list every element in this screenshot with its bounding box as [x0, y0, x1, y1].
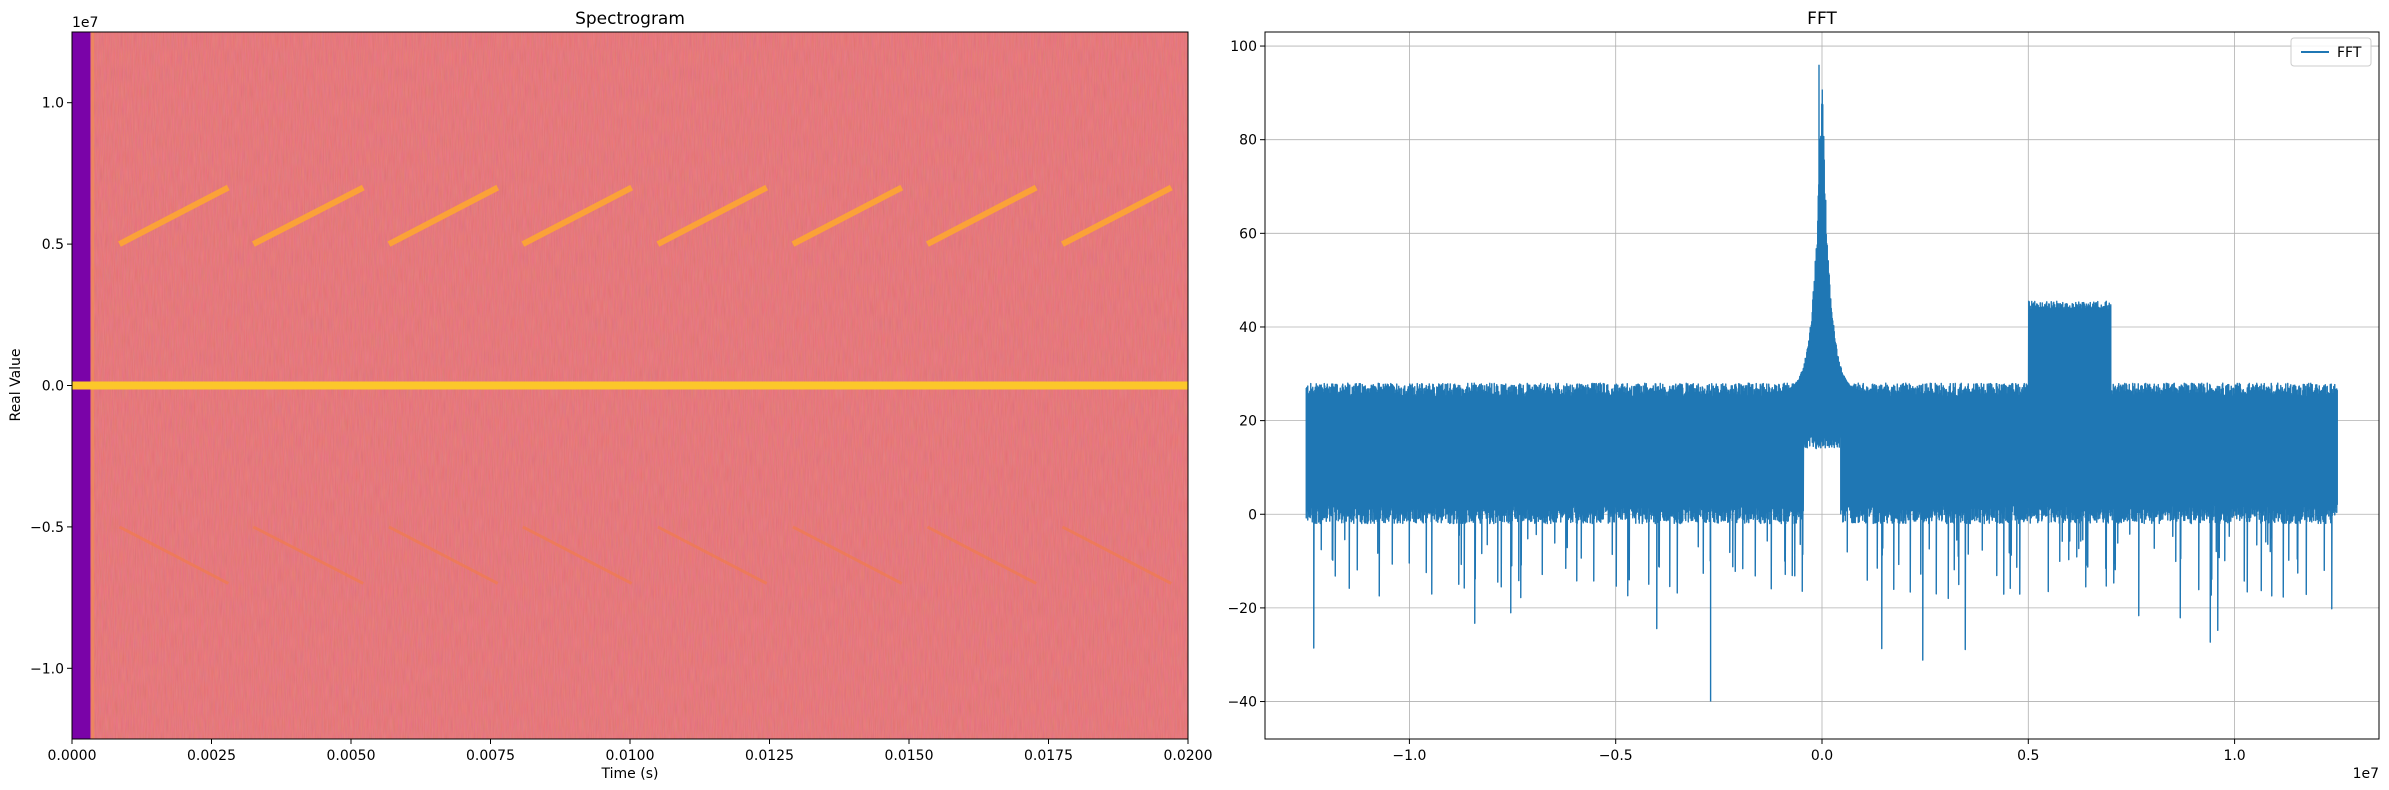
chirp-1	[118, 184, 230, 247]
spectrogram-xlabel: Time (s)	[601, 766, 659, 782]
spectrogram-title: Spectrogram	[575, 9, 685, 29]
fft-panel: FFT −1.0 −0.5 0.0 0.5 1.0 −40 −20 0 20 40 60 80 100…	[1227, 9, 2380, 782]
fft-series-line	[1305, 64, 2338, 702]
y-tick-label: −0.5	[30, 520, 64, 536]
y-tick-label: 60	[1239, 226, 1257, 242]
x-tick-label: −0.5	[1599, 748, 1633, 764]
x-tick-label: 0.0150	[885, 748, 934, 764]
x-tick-label: 0.0025	[187, 748, 236, 764]
chirp-5	[656, 184, 769, 247]
fft-legend: FFT	[2290, 37, 2372, 67]
x-tick-label: 0.0100	[606, 748, 655, 764]
legend-label: FFT	[2337, 45, 2362, 61]
spectrogram-ylabel: Real Value	[8, 348, 24, 421]
chirp-2	[251, 184, 365, 247]
x-tick-label: 0.0125	[745, 748, 794, 764]
x-tick-label: 0.0050	[327, 748, 376, 764]
carrier-line	[72, 381, 1188, 390]
x-tick-label: 0.5	[2017, 748, 2039, 764]
x-tick-label: 1.0	[2223, 748, 2245, 764]
mirror-chirp-5	[657, 525, 768, 585]
legend-box	[2290, 37, 2372, 67]
x-tick-label: 0.0075	[466, 748, 515, 764]
mirror-chirp-7	[926, 525, 1037, 585]
chirp-6	[791, 184, 904, 247]
y-tick-label: 40	[1239, 320, 1257, 336]
y-tick-label: −1.0	[30, 661, 64, 677]
chirp-8	[1061, 184, 1173, 247]
mirror-chirp-8	[1061, 525, 1172, 585]
y-tick-label: 0.0	[42, 379, 64, 395]
mirror-chirp-1	[118, 525, 229, 585]
fft-x-ticks: −1.0 −0.5 0.0 0.5 1.0	[1392, 739, 2246, 764]
chirp-7	[926, 184, 1038, 247]
y-tick-label: −40	[1227, 695, 1257, 711]
spectrogram-y-ticks: −1.0 −0.5 0.0 0.5 1.0	[30, 96, 72, 677]
y-tick-label: 20	[1239, 414, 1257, 430]
mirror-chirps	[118, 525, 1172, 585]
mirror-chirp-6	[792, 525, 903, 585]
fft-title: FFT	[1807, 9, 1837, 29]
fft-x-offset: 1e7	[2353, 766, 2379, 782]
y-tick-label: 1.0	[42, 96, 64, 112]
chirps	[118, 184, 1173, 247]
x-tick-label: 0.0175	[1024, 748, 1073, 764]
mirror-chirp-2	[252, 525, 364, 585]
y-tick-label: 100	[1230, 39, 1257, 55]
x-tick-label: 0.0	[1811, 748, 1833, 764]
spectrogram-x-ticks: 0.0000 0.0025 0.0050 0.0075 0.0100 0.0125 0.01…	[48, 739, 1213, 764]
spectrogram-y-offset: 1e7	[72, 15, 98, 31]
y-tick-label: −20	[1227, 601, 1257, 617]
fft-y-ticks: −40 −20 0 20 40 60 80 100	[1227, 39, 1265, 711]
x-tick-label: −1.0	[1392, 748, 1426, 764]
chirp-3	[387, 184, 500, 247]
x-tick-label: 0.0200	[1164, 748, 1213, 764]
y-tick-label: 0.5	[42, 237, 64, 253]
y-tick-label: 0	[1248, 507, 1257, 523]
spectrogram-panel: Spectrogram 0.0000 0.0025 0.0050 0.0075 0.01…	[8, 9, 1213, 782]
chirp-4	[521, 184, 634, 247]
mirror-chirp-3	[388, 525, 499, 585]
y-tick-label: 80	[1239, 133, 1257, 149]
mirror-chirp-4	[522, 525, 633, 585]
x-tick-label: 0.0000	[48, 748, 97, 764]
